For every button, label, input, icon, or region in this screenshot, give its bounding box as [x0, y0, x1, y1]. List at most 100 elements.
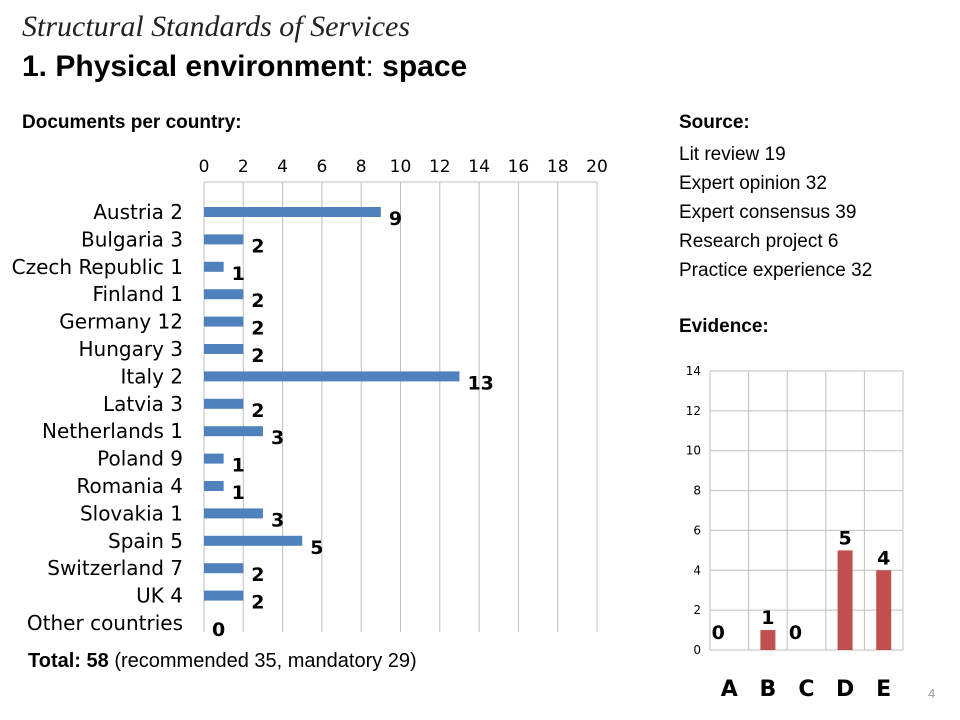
source-item-practice-experience: Practice experience 32: [679, 260, 873, 281]
country-bar: [204, 207, 381, 217]
x-tick-label: 14: [468, 157, 490, 177]
category-label: Hungary 3: [79, 337, 183, 361]
source-list: Lit review 19 Expert opinion 32 Expert c…: [679, 140, 872, 285]
evidence-bar: [837, 550, 853, 650]
data-label: 5: [310, 537, 323, 559]
data-label: 3: [271, 427, 284, 449]
country-bar: [204, 481, 224, 491]
category-label: A: [721, 677, 738, 702]
evidence-bar: [876, 570, 892, 650]
y-tick-label: 0: [693, 643, 701, 657]
source-heading: Source:: [679, 112, 750, 133]
y-tick-label: 2: [693, 603, 701, 617]
x-tick-label: 6: [316, 157, 327, 177]
page-number: 4: [928, 686, 936, 701]
slide-subtitle: Structural Standards of Services: [22, 10, 411, 43]
data-label: 4: [877, 547, 890, 569]
category-label: Other countries: [27, 611, 183, 635]
country-bar: [204, 316, 244, 327]
source-item-lit-review: Lit review 19: [679, 144, 786, 165]
y-tick-label: 8: [693, 484, 701, 498]
category-label: Latvia 3: [103, 392, 183, 416]
country-bar: [204, 398, 244, 409]
x-tick-label: 2: [238, 157, 249, 177]
country-bar: [204, 426, 263, 437]
title-prefix: 1. Physical environment: [22, 50, 366, 83]
country-bar: [204, 371, 460, 382]
total-detail: (recommended 35, mandatory 29): [114, 650, 417, 672]
category-label: Romania 4: [76, 474, 183, 498]
country-bar: [204, 453, 224, 464]
data-label: 5: [838, 527, 851, 549]
category-label: Poland 9: [97, 447, 183, 471]
source-item-expert-consensus: Expert consensus 39: [679, 202, 857, 223]
data-label: 2: [251, 345, 264, 367]
data-label: 13: [467, 372, 493, 394]
x-tick-label: 4: [277, 157, 288, 177]
source-item-expert-opinion: Expert opinion 32: [679, 173, 827, 194]
data-label: 1: [232, 455, 245, 477]
data-label: 1: [761, 607, 774, 629]
x-tick-label: 10: [390, 157, 412, 177]
country-bar: [204, 234, 244, 245]
category-label: Netherlands 1: [42, 419, 183, 443]
y-tick-label: 10: [686, 444, 701, 458]
title-colon: :: [365, 50, 374, 83]
x-tick-label: 12: [429, 157, 451, 177]
category-label: Slovakia 1: [80, 501, 183, 525]
total-line: Total: 58 (recommended 35, mandatory 29): [28, 650, 417, 673]
evidence-bar: [760, 630, 776, 650]
category-label: D: [836, 677, 854, 702]
data-label: 2: [251, 235, 264, 257]
x-tick-label: 16: [508, 157, 530, 177]
country-bar: [204, 563, 244, 574]
category-label: Finland 1: [92, 282, 183, 306]
x-tick-label: 18: [547, 157, 569, 177]
category-label: Germany 12: [59, 310, 183, 334]
y-tick-label: 12: [686, 404, 701, 418]
y-tick-label: 6: [693, 523, 701, 537]
country-bar: [204, 344, 244, 354]
category-label: Czech Republic 1: [12, 255, 183, 279]
data-label: 2: [251, 564, 264, 586]
x-tick-label: 0: [199, 157, 210, 177]
data-label: 2: [251, 400, 264, 422]
country-bar: [204, 508, 263, 519]
category-label: UK 4: [136, 584, 183, 608]
data-label: 2: [251, 290, 264, 312]
data-label: 2: [251, 592, 264, 614]
documents-label: Documents per country:: [22, 112, 242, 133]
category-label: Spain 5: [108, 529, 183, 553]
category-label: B: [760, 677, 777, 702]
y-tick-label: 14: [686, 364, 701, 378]
category-label: Switzerland 7: [47, 556, 183, 580]
category-label: C: [798, 677, 814, 702]
source-item-research-project: Research project 6: [679, 231, 839, 252]
data-label: 3: [271, 509, 284, 531]
data-label: 9: [389, 208, 402, 230]
slide-title: 1. Physical environment: space: [22, 50, 467, 84]
country-bar: [204, 289, 244, 300]
data-label: 0: [212, 619, 225, 641]
category-label: E: [876, 677, 891, 702]
total-value: 58: [86, 650, 109, 672]
data-label: 1: [232, 263, 245, 285]
country-bar: [204, 590, 244, 601]
data-label: 2: [251, 318, 264, 340]
evidence-label: Evidence:: [679, 316, 769, 337]
category-label: Austria 2: [93, 200, 183, 224]
data-label: 0: [789, 622, 802, 644]
data-label: 1: [232, 482, 245, 504]
total-label: Total:: [28, 650, 81, 672]
country-bar: [204, 535, 303, 546]
category-label: Italy 2: [121, 364, 183, 388]
y-tick-label: 4: [693, 563, 701, 577]
category-label: Bulgaria 3: [81, 227, 183, 251]
title-suffix: space: [382, 50, 468, 83]
x-tick-label: 20: [586, 157, 608, 177]
x-tick-label: 8: [356, 157, 367, 177]
country-bar: [204, 261, 224, 272]
data-label: 0: [712, 622, 725, 644]
